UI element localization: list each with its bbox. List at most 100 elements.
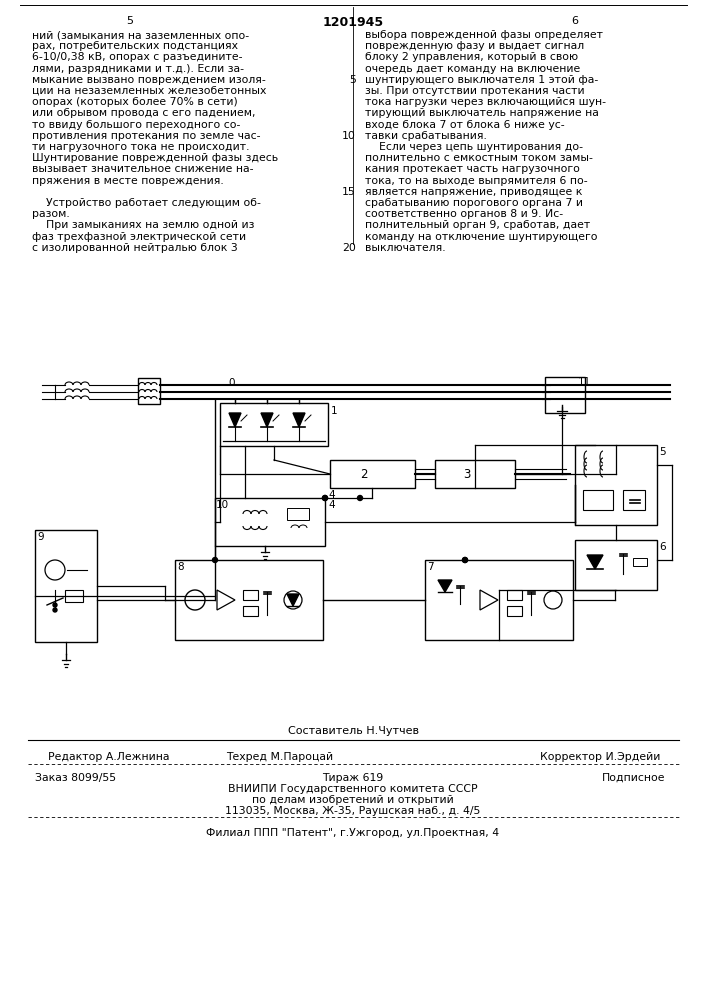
Text: Филиал ППП "Патент", г.Ужгород, ул.Проектная, 4: Филиал ППП "Патент", г.Ужгород, ул.Проек… bbox=[206, 828, 500, 838]
Bar bbox=[575, 445, 657, 525]
Text: 20: 20 bbox=[342, 243, 356, 253]
Text: кания протекает часть нагрузочного: кания протекает часть нагрузочного bbox=[365, 164, 580, 174]
Circle shape bbox=[462, 558, 467, 562]
Bar bbox=[243, 590, 258, 600]
Polygon shape bbox=[287, 594, 299, 606]
Text: ний (замыкания на заземленных опо-: ний (замыкания на заземленных опо- bbox=[32, 30, 249, 40]
Text: выключателя.: выключателя. bbox=[365, 243, 445, 253]
Text: 10: 10 bbox=[216, 500, 229, 510]
Text: 7: 7 bbox=[427, 562, 433, 572]
Text: 9: 9 bbox=[37, 532, 44, 542]
Bar bbox=[575, 540, 657, 590]
Text: ти нагрузочного тока не происходит.: ти нагрузочного тока не происходит. bbox=[32, 142, 250, 152]
Text: Если через цепь шунтирования до-: Если через цепь шунтирования до- bbox=[365, 142, 583, 152]
Text: 5: 5 bbox=[349, 75, 356, 85]
Text: мыкание вызвано повреждением изоля-: мыкание вызвано повреждением изоля- bbox=[32, 75, 266, 85]
Text: 1201945: 1201945 bbox=[322, 16, 384, 29]
Bar bbox=[138, 378, 160, 404]
Text: 4: 4 bbox=[328, 500, 334, 510]
Text: 2: 2 bbox=[360, 468, 368, 481]
Text: 0: 0 bbox=[228, 378, 235, 388]
Bar bbox=[35, 530, 97, 642]
Text: 5: 5 bbox=[659, 447, 665, 457]
Text: зы. При отсутствии протекания части: зы. При отсутствии протекания части bbox=[365, 86, 585, 96]
Polygon shape bbox=[293, 413, 305, 427]
Text: противления протекания по земле час-: противления протекания по земле час- bbox=[32, 131, 260, 141]
Text: 5: 5 bbox=[127, 16, 134, 26]
Bar bbox=[583, 490, 613, 510]
Text: Редактор А.Лежнина: Редактор А.Лежнина bbox=[48, 752, 170, 762]
Bar bbox=[507, 606, 522, 616]
Text: вызывает значительное снижение на-: вызывает значительное снижение на- bbox=[32, 164, 254, 174]
Bar bbox=[435, 460, 515, 488]
Text: команду на отключение шунтирующего: команду на отключение шунтирующего bbox=[365, 232, 597, 242]
Text: тавки срабатывания.: тавки срабатывания. bbox=[365, 131, 487, 141]
Bar bbox=[175, 560, 323, 640]
Text: 6: 6 bbox=[571, 16, 578, 26]
Text: шунтирующего выключателя 1 этой фа-: шунтирующего выключателя 1 этой фа- bbox=[365, 75, 598, 85]
Circle shape bbox=[358, 495, 363, 500]
Bar bbox=[215, 498, 325, 546]
Text: по делам изобретений и открытий: по делам изобретений и открытий bbox=[252, 795, 454, 805]
Text: выбора поврежденной фазы определяет: выбора поврежденной фазы определяет bbox=[365, 30, 603, 40]
Text: Корректор И.Эрдейи: Корректор И.Эрдейи bbox=[539, 752, 660, 762]
Circle shape bbox=[322, 495, 327, 500]
Text: лями, разрядниками и т.д.). Если за-: лями, разрядниками и т.д.). Если за- bbox=[32, 64, 244, 74]
Text: тока, то на выходе выпрямителя 6 по-: тока, то на выходе выпрямителя 6 по- bbox=[365, 176, 588, 186]
Text: является напряжение, приводящее к: является напряжение, приводящее к bbox=[365, 187, 583, 197]
Text: с изолированной нейтралью блок 3: с изолированной нейтралью блок 3 bbox=[32, 243, 238, 253]
Text: Заказ 8099/55: Заказ 8099/55 bbox=[35, 773, 116, 783]
Text: срабатыванию порогового органа 7 и: срабатыванию порогового органа 7 и bbox=[365, 198, 583, 208]
Text: Устройство работает следующим об-: Устройство работает следующим об- bbox=[32, 198, 261, 208]
Polygon shape bbox=[217, 590, 235, 610]
Bar bbox=[287, 508, 309, 520]
Circle shape bbox=[53, 608, 57, 612]
Circle shape bbox=[322, 495, 327, 500]
Text: фаз трехфазной электрической сети: фаз трехфазной электрической сети bbox=[32, 232, 246, 242]
Text: разом.: разом. bbox=[32, 209, 70, 219]
Text: Подписное: Подписное bbox=[602, 773, 665, 783]
Text: 113035, Москва, Ж-35, Раушская наб., д. 4/5: 113035, Москва, Ж-35, Раушская наб., д. … bbox=[226, 806, 481, 816]
Text: Техред М.Пароцай: Техред М.Пароцай bbox=[226, 752, 334, 762]
Text: 11: 11 bbox=[578, 377, 591, 387]
Text: поврежденную фазу и выдает сигнал: поврежденную фазу и выдает сигнал bbox=[365, 41, 584, 51]
Text: Составитель Н.Чутчев: Составитель Н.Чутчев bbox=[288, 726, 419, 736]
Polygon shape bbox=[261, 413, 273, 427]
Text: 1: 1 bbox=[331, 406, 338, 416]
Text: очередь дает команду на включение: очередь дает команду на включение bbox=[365, 64, 580, 74]
Bar bbox=[507, 590, 522, 600]
Text: 6-10/0,38 кВ, опорах с разъедините-: 6-10/0,38 кВ, опорах с разъедините- bbox=[32, 52, 243, 62]
Bar bbox=[425, 560, 573, 640]
Polygon shape bbox=[587, 555, 603, 569]
Text: 8: 8 bbox=[177, 562, 184, 572]
Text: рах, потребительских подстанциях: рах, потребительских подстанциях bbox=[32, 41, 238, 51]
Text: ВНИИПИ Государственного комитета СССР: ВНИИПИ Государственного комитета СССР bbox=[228, 784, 478, 794]
Text: опорах (которых более 70% в сети): опорах (которых более 70% в сети) bbox=[32, 97, 238, 107]
Text: то ввиду большого переходного со-: то ввиду большого переходного со- bbox=[32, 120, 240, 130]
Text: полнительный орган 9, сработав, дает: полнительный орган 9, сработав, дает bbox=[365, 220, 590, 230]
Bar bbox=[623, 490, 645, 510]
Circle shape bbox=[53, 603, 57, 607]
Text: 4: 4 bbox=[328, 490, 334, 500]
Text: 15: 15 bbox=[342, 187, 356, 197]
Text: тока нагрузки через включающийся шун-: тока нагрузки через включающийся шун- bbox=[365, 97, 606, 107]
Text: тирующий выключатель напряжение на: тирующий выключатель напряжение на bbox=[365, 108, 599, 118]
Text: полнительно с емкостным током замы-: полнительно с емкостным током замы- bbox=[365, 153, 593, 163]
Text: входе блока 7 от блока 6 ниже ус-: входе блока 7 от блока 6 ниже ус- bbox=[365, 120, 565, 130]
Text: Шунтирование поврежденной фазы здесь: Шунтирование поврежденной фазы здесь bbox=[32, 153, 278, 163]
Text: 10: 10 bbox=[342, 131, 356, 141]
Text: ции на незаземленных железобетонных: ции на незаземленных железобетонных bbox=[32, 86, 267, 96]
Text: 3: 3 bbox=[463, 468, 470, 481]
Text: соответственно органов 8 и 9. Ис-: соответственно органов 8 и 9. Ис- bbox=[365, 209, 563, 219]
Polygon shape bbox=[438, 580, 452, 592]
Bar bbox=[220, 403, 328, 446]
Polygon shape bbox=[229, 413, 241, 427]
Bar bbox=[330, 460, 415, 488]
Bar bbox=[633, 558, 647, 566]
Bar bbox=[243, 606, 258, 616]
Text: 6: 6 bbox=[659, 542, 665, 552]
Text: При замыканиях на землю одной из: При замыканиях на землю одной из bbox=[32, 220, 255, 230]
Text: блоку 2 управления, который в свою: блоку 2 управления, который в свою bbox=[365, 52, 578, 62]
Text: пряжения в месте повреждения.: пряжения в месте повреждения. bbox=[32, 176, 223, 186]
Bar bbox=[65, 590, 83, 602]
